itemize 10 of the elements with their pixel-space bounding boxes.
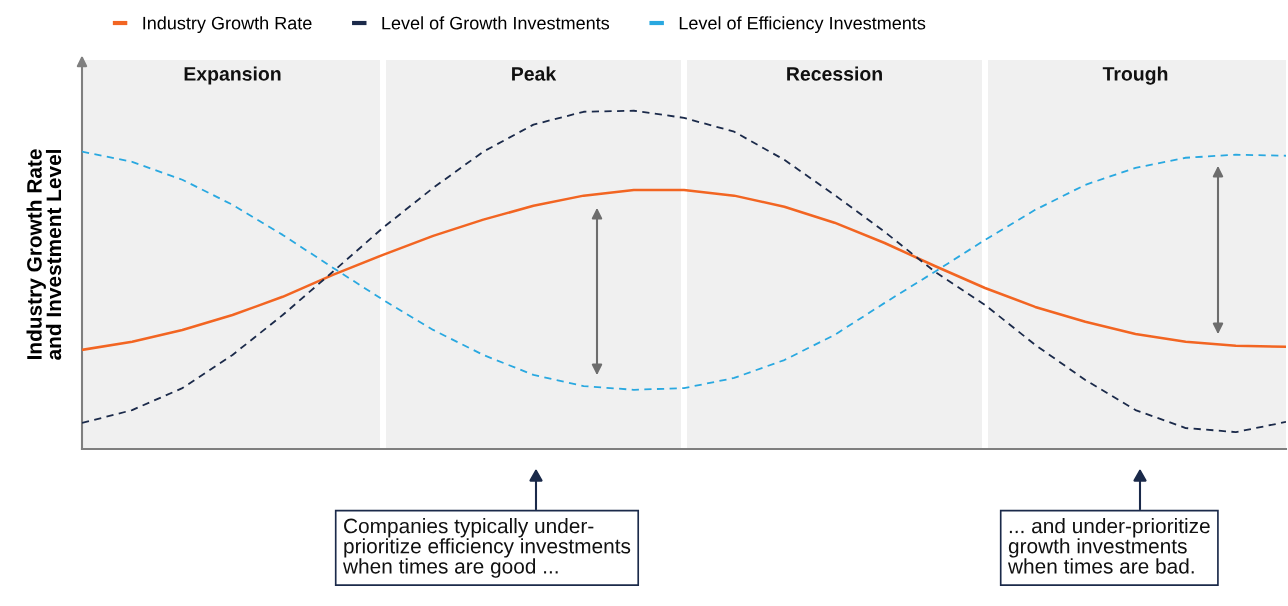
text: Trough xyxy=(1102,66,1168,85)
text: Peak xyxy=(512,66,557,81)
y-axis-title: Industry Growth Rate and Investment Level xyxy=(26,149,62,360)
text: ... and under-prioritize growth investments when times are bad. xyxy=(1007,518,1210,574)
legend-label: Level of Efficiency Investments xyxy=(679,16,926,34)
text: Recession xyxy=(787,66,882,81)
text: Companies typically under- prioritize efficiency investments when times are good ... xyxy=(342,518,631,578)
legend-label: Level of Growth Investments xyxy=(382,16,610,30)
legend-label: Industry Growth Rate xyxy=(143,16,312,34)
text: Expansion xyxy=(184,66,281,85)
